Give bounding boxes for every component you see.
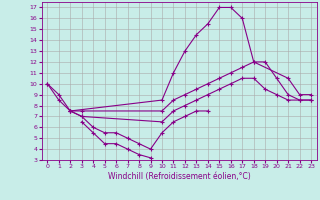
X-axis label: Windchill (Refroidissement éolien,°C): Windchill (Refroidissement éolien,°C)	[108, 172, 251, 181]
